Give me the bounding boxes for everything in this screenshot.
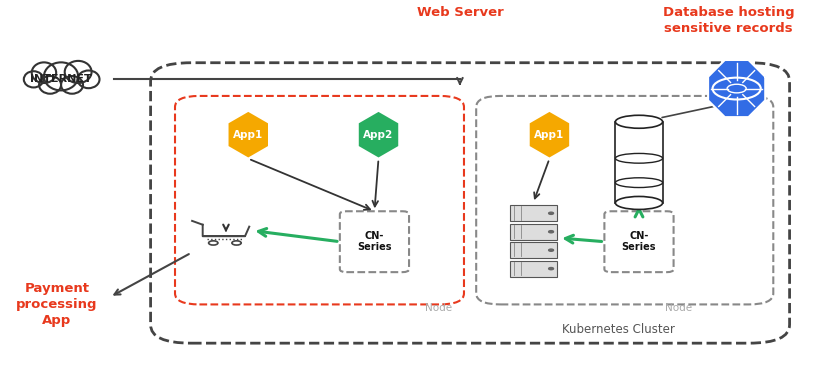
Text: CN-
Series: CN- Series	[622, 231, 656, 252]
Polygon shape	[528, 111, 571, 159]
Circle shape	[549, 249, 554, 251]
Circle shape	[549, 268, 554, 270]
Text: Node: Node	[425, 303, 452, 313]
Ellipse shape	[24, 71, 43, 87]
FancyBboxPatch shape	[340, 211, 409, 272]
Ellipse shape	[61, 76, 83, 94]
Text: CN-
Series: CN- Series	[357, 231, 392, 252]
Text: INTERNET: INTERNET	[30, 74, 92, 85]
Text: Database hosting
sensitive records: Database hosting sensitive records	[663, 6, 794, 35]
Text: Payment
processing
App: Payment processing App	[16, 282, 98, 327]
Polygon shape	[357, 111, 400, 159]
Circle shape	[549, 212, 554, 214]
Bar	[510, 242, 557, 258]
Ellipse shape	[615, 115, 663, 128]
Bar	[615, 122, 663, 203]
Ellipse shape	[44, 62, 78, 90]
FancyBboxPatch shape	[604, 211, 674, 272]
Bar	[510, 261, 557, 277]
Text: App2: App2	[363, 130, 394, 140]
Text: Node: Node	[665, 303, 692, 313]
Ellipse shape	[39, 76, 61, 94]
Ellipse shape	[65, 61, 91, 83]
Ellipse shape	[615, 196, 663, 210]
Bar	[510, 224, 557, 240]
Text: Web Server: Web Server	[417, 6, 503, 18]
Bar	[510, 205, 557, 221]
Circle shape	[549, 231, 554, 233]
Text: App1: App1	[233, 130, 264, 140]
Text: Kubernetes Cluster: Kubernetes Cluster	[562, 323, 675, 336]
Ellipse shape	[77, 70, 99, 88]
Text: App1: App1	[534, 130, 565, 140]
Ellipse shape	[32, 62, 56, 83]
Polygon shape	[227, 111, 269, 159]
Polygon shape	[708, 60, 765, 117]
